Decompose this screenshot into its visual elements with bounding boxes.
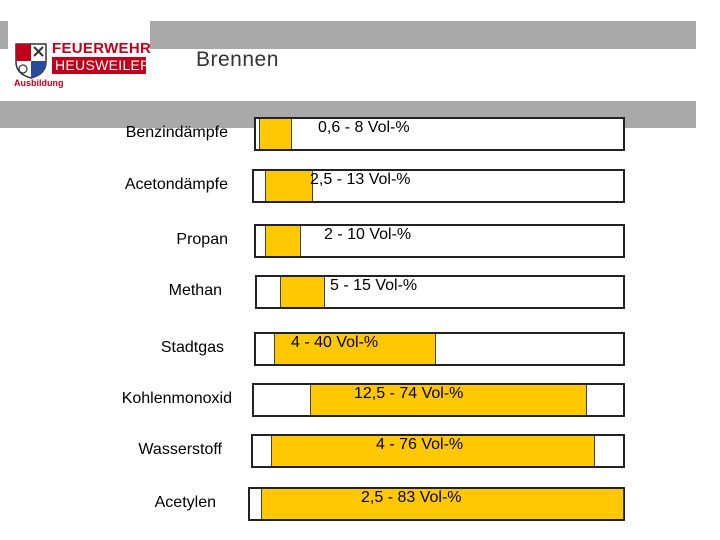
range-fill-bar xyxy=(274,334,436,364)
range-value-label: 12,5 - 74 Vol-% xyxy=(354,385,464,402)
range-track xyxy=(254,117,625,151)
range-fill-bar xyxy=(310,385,587,415)
range-track xyxy=(254,224,625,258)
logo-text-heusweiler: HEUSWEILER xyxy=(52,57,150,74)
gas-label: Acetylen xyxy=(154,494,216,511)
range-value-label: 5 - 15 Vol-% xyxy=(330,277,418,294)
range-fill-bar xyxy=(258,119,292,149)
gas-label: Acetondämpfe xyxy=(124,176,228,193)
gas-label: Wasserstoff xyxy=(138,441,222,458)
range-track xyxy=(252,383,625,417)
page-title: Brennen xyxy=(196,48,279,71)
logo-text-feuerwehr: FEUERWEHR xyxy=(52,40,152,57)
range-track xyxy=(254,332,625,366)
range-value-label: 0,6 - 8 Vol-% xyxy=(318,119,410,136)
range-value-label: 2 - 10 Vol-% xyxy=(324,226,412,243)
range-fill-bar xyxy=(279,277,325,307)
logo-text-ausbildung: Ausbildung xyxy=(14,78,64,88)
gas-label: Kohlenmonoxid xyxy=(121,390,232,407)
gas-label: Methan xyxy=(168,282,222,299)
range-value-label: 2,5 - 83 Vol-% xyxy=(361,489,462,506)
crest-icon xyxy=(15,43,47,79)
range-track xyxy=(251,434,625,468)
range-fill-bar xyxy=(271,436,595,466)
range-value-label: 4 - 40 Vol-% xyxy=(291,334,379,351)
range-track xyxy=(248,487,625,521)
range-track xyxy=(252,169,625,203)
gas-label: Propan xyxy=(176,231,228,248)
range-value-label: 4 - 76 Vol-% xyxy=(376,436,464,453)
gas-label: Stadtgas xyxy=(160,339,224,356)
range-value-label: 2,5 - 13 Vol-% xyxy=(310,171,411,188)
gas-label: Benzindämpfe xyxy=(125,124,228,141)
range-fill-bar xyxy=(261,489,624,519)
range-fill-bar xyxy=(265,171,313,201)
range-fill-bar xyxy=(265,226,301,256)
range-track xyxy=(255,275,625,309)
